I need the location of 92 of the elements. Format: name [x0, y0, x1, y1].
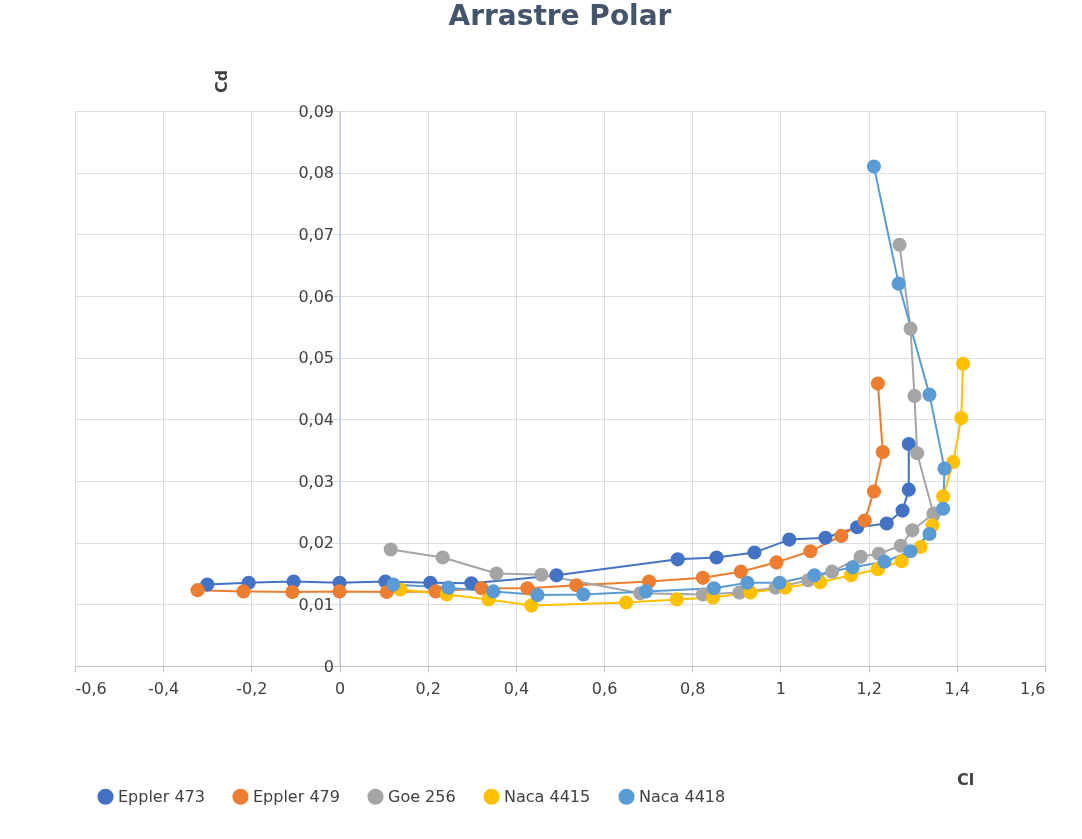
x-axis-title: Cl [956, 769, 975, 789]
point [386, 577, 401, 592]
point [534, 567, 549, 582]
x-tick-label: -0,2 [236, 678, 268, 698]
point [807, 568, 822, 583]
point [870, 376, 885, 391]
y-tick-label: 0,02 [298, 533, 335, 553]
point [236, 584, 251, 599]
y-axis-title: Cd [212, 69, 232, 94]
point [670, 552, 685, 567]
point [695, 570, 710, 585]
point [803, 544, 818, 559]
point [706, 581, 721, 596]
y-tick-label: 0 [323, 656, 335, 676]
point [903, 544, 918, 559]
point [894, 554, 909, 569]
point [877, 554, 892, 569]
point [740, 575, 755, 590]
point [824, 564, 840, 579]
point [857, 513, 872, 528]
point [866, 484, 881, 499]
x-tick-label: 0,4 [503, 678, 530, 698]
point [901, 436, 916, 452]
point [895, 503, 910, 518]
x-tick-label: 0,2 [415, 678, 441, 698]
point [709, 550, 724, 565]
y-tick-label: 0,08 [298, 163, 335, 183]
point [818, 530, 833, 545]
point [891, 276, 906, 291]
x-tick-label: -0,4 [148, 678, 180, 698]
point [936, 501, 951, 516]
point [441, 580, 456, 595]
point [845, 560, 860, 575]
y-tick-label: 0,01 [298, 594, 335, 614]
legend-label: Naca 4415 [504, 786, 591, 806]
point [937, 461, 952, 476]
y-tick-label: 0,04 [298, 409, 335, 429]
x-tick-label: 0,6 [591, 678, 618, 698]
point [524, 598, 539, 613]
y-tick-label: 0,05 [298, 348, 335, 368]
point [733, 564, 748, 579]
point [879, 516, 894, 531]
point [903, 321, 918, 336]
point [435, 550, 450, 565]
point [569, 578, 584, 593]
y-tick-label: 0,03 [298, 471, 335, 491]
point [853, 549, 868, 564]
x-tick-label: -0,6 [75, 678, 107, 698]
point [922, 387, 937, 402]
point [954, 411, 969, 426]
x-tick-label: 1,6 [1020, 678, 1046, 698]
point [285, 584, 300, 600]
point [747, 545, 762, 560]
point [619, 595, 634, 610]
point [769, 555, 784, 570]
point [549, 568, 564, 583]
legend-label: Naca 4418 [639, 786, 726, 806]
point [907, 388, 922, 403]
point [638, 584, 654, 599]
legend-label: Eppler 473 [118, 786, 205, 806]
point [669, 592, 684, 607]
point [782, 532, 797, 547]
point [901, 482, 916, 497]
point [892, 237, 907, 252]
point [955, 356, 971, 371]
legend-label: Eppler 479 [253, 786, 340, 806]
point [383, 542, 398, 557]
point [905, 523, 920, 538]
y-tick-label: 0,09 [298, 101, 335, 121]
point [922, 526, 937, 542]
point [866, 159, 881, 174]
chart-title: Arrastre Polar [448, 0, 672, 33]
point [489, 566, 504, 581]
point [486, 584, 501, 599]
point [190, 583, 205, 598]
point [474, 581, 489, 596]
y-tick-label: 0,06 [298, 286, 335, 306]
x-tick-label: 0,8 [680, 678, 706, 698]
point [910, 446, 925, 461]
x-tick-label: 1 [775, 678, 787, 698]
legend-label: Goe 256 [388, 786, 456, 806]
point [520, 581, 535, 596]
point [530, 588, 545, 603]
point [834, 528, 849, 543]
point [936, 489, 951, 504]
x-tick-label: 1,4 [944, 678, 971, 698]
point [875, 444, 890, 460]
point [332, 584, 347, 599]
point [772, 575, 787, 590]
y-tick-label: 0,07 [298, 224, 335, 244]
x-tick-label: 1,2 [856, 678, 882, 698]
point [576, 587, 591, 602]
